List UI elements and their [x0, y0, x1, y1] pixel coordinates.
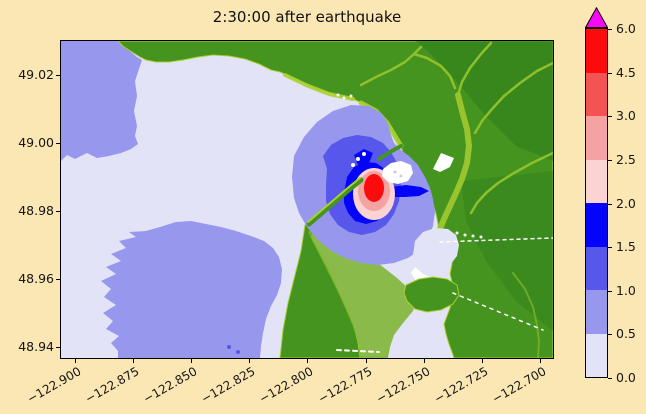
map-svg	[61, 41, 553, 358]
map-region-shore-band-west	[283, 73, 355, 101]
x-tick-mark	[423, 359, 425, 363]
y-tick-label: 48.96	[18, 271, 54, 286]
x-tick-mark	[249, 359, 251, 363]
map-region-valley-3	[456, 41, 493, 97]
colorbar-tick-mark	[608, 378, 612, 379]
map-region-lummi-channel	[388, 318, 442, 358]
map-region-epicenter-flecks	[362, 152, 366, 156]
map-region-spit	[306, 177, 364, 227]
y-tick-label: 48.94	[18, 339, 54, 354]
y-tick-label: 49.00	[18, 135, 54, 150]
colorbar-segment	[586, 29, 607, 73]
map-region-valley-1	[359, 45, 423, 87]
map-region-deep-specks	[227, 345, 231, 349]
map-region-islets	[349, 94, 353, 98]
colorbar-segment	[586, 116, 607, 160]
colorbar-tick-mark	[608, 72, 612, 74]
plot-title: 2:30:00 after earthquake	[212, 8, 402, 26]
colorbar	[585, 28, 608, 378]
over-arrow-shape	[585, 7, 608, 28]
colorbar-tick-mark	[608, 203, 612, 205]
map-region-blaine-strip	[377, 144, 403, 161]
map-region-epicenter-red	[364, 174, 384, 202]
colorbar-segment	[586, 333, 607, 377]
colorbar-tick-label: 1.0	[616, 282, 636, 298]
colorbar-over-arrow	[585, 7, 608, 28]
map-region-road-dashes	[452, 292, 544, 331]
colorbar-tick-label: 0.0	[616, 370, 636, 385]
colorbar-tick-label: 3.0	[616, 108, 636, 124]
map-region-bay-shore-dots	[463, 233, 467, 237]
x-tick-mark	[307, 359, 309, 363]
colorbar-tick-mark	[608, 116, 612, 118]
colorbar-tick-label: 2.0	[616, 195, 636, 211]
map-region-southwest-surge	[101, 221, 282, 358]
map-region-valley-5	[469, 151, 553, 215]
map-region-town-flat	[433, 153, 454, 172]
map-region-bay-shore-dots	[471, 234, 475, 238]
colorbar-segment	[586, 290, 607, 334]
colorbar-tick-mark	[608, 247, 612, 249]
map-region-epicenter-flecks	[351, 163, 355, 167]
y-tick-label: 49.02	[18, 67, 54, 82]
colorbar-tick-mark	[608, 290, 612, 292]
map-region-valley-6	[512, 272, 540, 358]
map-region-bay-shore-dots	[455, 231, 459, 235]
y-tick-mark	[56, 75, 61, 76]
colorbar-tick-label: 1.5	[616, 239, 636, 255]
colorbar-tick-label: 0.5	[616, 326, 636, 342]
colorbar-tick-label: 4.5	[616, 64, 636, 80]
map-region-border-dashes	[439, 237, 553, 243]
map-plot	[60, 40, 554, 359]
map-region-bay-shore-dots	[479, 235, 483, 239]
map-region-harbor-specks	[399, 174, 403, 178]
x-tick-mark	[74, 359, 76, 363]
colorbar-tick-mark	[608, 29, 612, 30]
colorbar-tick-mark	[608, 159, 612, 161]
map-region-islets	[336, 93, 340, 97]
map-region-topleft-surge	[61, 41, 142, 161]
map-region-wave-peak-arm	[391, 185, 429, 197]
colorbar-segment	[586, 246, 607, 290]
x-tick-mark	[481, 359, 483, 363]
map-region-islets	[342, 96, 346, 100]
map-region-harbor-flat	[382, 161, 413, 184]
y-tick-mark	[56, 211, 61, 212]
map-region-valley-2	[412, 52, 457, 90]
y-tick-mark	[56, 347, 61, 348]
map-region-harbor-specks	[393, 170, 397, 174]
colorbar-tick-label: 2.5	[616, 151, 636, 167]
map-region-flats-dashes	[336, 349, 380, 353]
map-region-birch-point	[403, 276, 460, 313]
y-tick-mark	[56, 279, 61, 280]
y-tick-mark	[56, 143, 61, 144]
map-region-highland-e	[461, 171, 553, 331]
colorbar-segment	[586, 203, 607, 247]
colorbar-tick-label: 6.0	[616, 21, 636, 36]
colorbar-segment	[586, 159, 607, 203]
map-region-deep-specks	[236, 350, 240, 354]
map-region-highland-ne	[416, 41, 553, 161]
x-tick-mark	[365, 359, 367, 363]
y-tick-label: 48.98	[18, 203, 54, 218]
map-region-valley-4	[473, 61, 553, 135]
x-tick-mark	[540, 359, 542, 363]
map-region-epicenter-flecks	[356, 157, 360, 161]
map-region-birch-bay	[413, 228, 459, 272]
colorbar-tick-mark	[608, 334, 612, 336]
colorbar-segment	[586, 72, 607, 116]
map-region-valley-main	[437, 92, 472, 232]
x-tick-mark	[132, 359, 134, 363]
map-region-wave-peak-lobe	[354, 149, 373, 165]
map-region-spit-bright-edge	[307, 177, 361, 223]
x-tick-mark	[190, 359, 192, 363]
